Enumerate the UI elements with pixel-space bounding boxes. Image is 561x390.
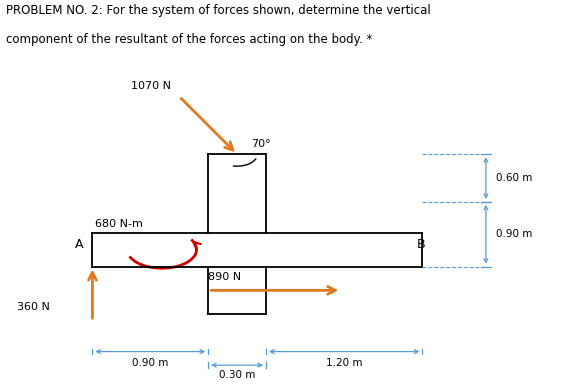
Text: 70°: 70° [251, 139, 271, 149]
Text: 0.30 m: 0.30 m [219, 370, 255, 380]
Text: 890 N: 890 N [208, 272, 241, 282]
Text: 1.20 m: 1.20 m [326, 358, 362, 368]
Text: 680 N-m: 680 N-m [95, 219, 143, 229]
Text: 0.90 m: 0.90 m [132, 358, 168, 368]
Text: 360 N: 360 N [17, 302, 50, 312]
Text: PROBLEM NO. 2: For the system of forces shown, determine the vertical: PROBLEM NO. 2: For the system of forces … [6, 4, 430, 17]
Text: 1070 N: 1070 N [131, 82, 171, 91]
Text: component of the resultant of the forces acting on the body. *: component of the resultant of the forces… [6, 33, 372, 46]
Text: 0.60 m: 0.60 m [496, 173, 533, 183]
Text: A: A [75, 238, 84, 251]
Text: B: B [416, 238, 425, 251]
Text: 0.90 m: 0.90 m [496, 229, 533, 239]
